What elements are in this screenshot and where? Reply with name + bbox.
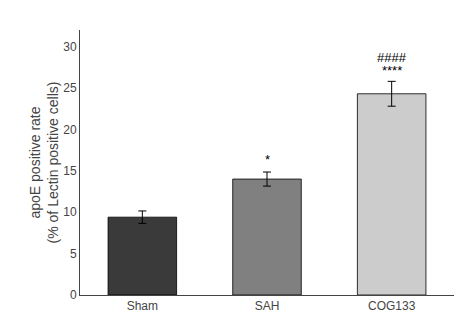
svg-text:25: 25 bbox=[63, 81, 77, 95]
svg-text:10: 10 bbox=[63, 205, 77, 219]
svg-text:####: #### bbox=[377, 50, 407, 65]
svg-text:20: 20 bbox=[63, 123, 77, 137]
svg-text:*: * bbox=[265, 152, 270, 167]
svg-text:COG133: COG133 bbox=[368, 299, 416, 313]
svg-text:apoE positive rate(% of Lectin: apoE positive rate(% of Lectin positive … bbox=[27, 82, 61, 244]
svg-text:5: 5 bbox=[70, 247, 77, 261]
svg-text:SAH: SAH bbox=[255, 299, 280, 313]
svg-text:Sham: Sham bbox=[127, 299, 158, 313]
svg-text:15: 15 bbox=[63, 164, 77, 178]
svg-text:30: 30 bbox=[63, 40, 77, 54]
svg-text:****: **** bbox=[382, 63, 402, 78]
svg-text:0: 0 bbox=[70, 288, 77, 302]
